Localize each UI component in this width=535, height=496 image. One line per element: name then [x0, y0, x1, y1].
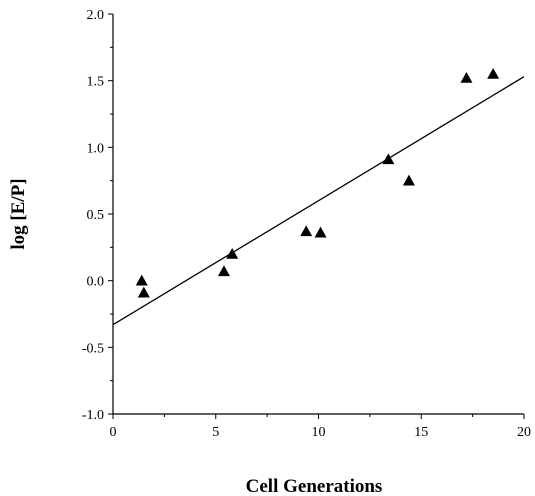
x-tick-label: 10: [312, 425, 326, 440]
y-tick-label: 1.5: [87, 75, 105, 90]
y-tick-label: 0.5: [87, 208, 105, 223]
y-tick-label: 2.0: [87, 8, 105, 23]
data-point-triangle: [487, 68, 500, 79]
data-point-triangle: [382, 153, 395, 165]
data-point-triangle: [314, 226, 327, 238]
y-ticks: [108, 13, 113, 415]
x-tick-label: 20: [517, 425, 531, 440]
x-tick-label: 0: [110, 425, 117, 440]
y-tick-label: -1.0: [82, 408, 104, 423]
data-point-triangle: [137, 286, 150, 298]
y-tick-label: -0.5: [82, 341, 104, 356]
y-tick-label: 1.0: [87, 141, 105, 156]
x-tick-labels: 0 5 10 15 20: [110, 425, 532, 440]
data-point-triangle: [226, 248, 239, 259]
data-point-triangle: [217, 265, 230, 277]
x-tick-label: 5: [212, 425, 219, 440]
data-points: [135, 68, 500, 298]
x-tick-label: 15: [414, 425, 428, 440]
x-ticks: [112, 414, 525, 419]
data-point-triangle: [460, 72, 473, 83]
x-axis-title: Cell Generations: [246, 476, 383, 496]
y-tick-label: 0.0: [87, 275, 105, 290]
data-point-triangle: [135, 274, 148, 286]
y-tick-labels: 2.0 1.5 1.0 0.5 0.0 -0.5 -1.0: [82, 8, 104, 423]
data-point-triangle: [402, 174, 415, 186]
y-axis-title: log [E/P]: [8, 178, 29, 249]
trendline: [112, 76, 525, 326]
data-point-triangle: [300, 225, 313, 237]
